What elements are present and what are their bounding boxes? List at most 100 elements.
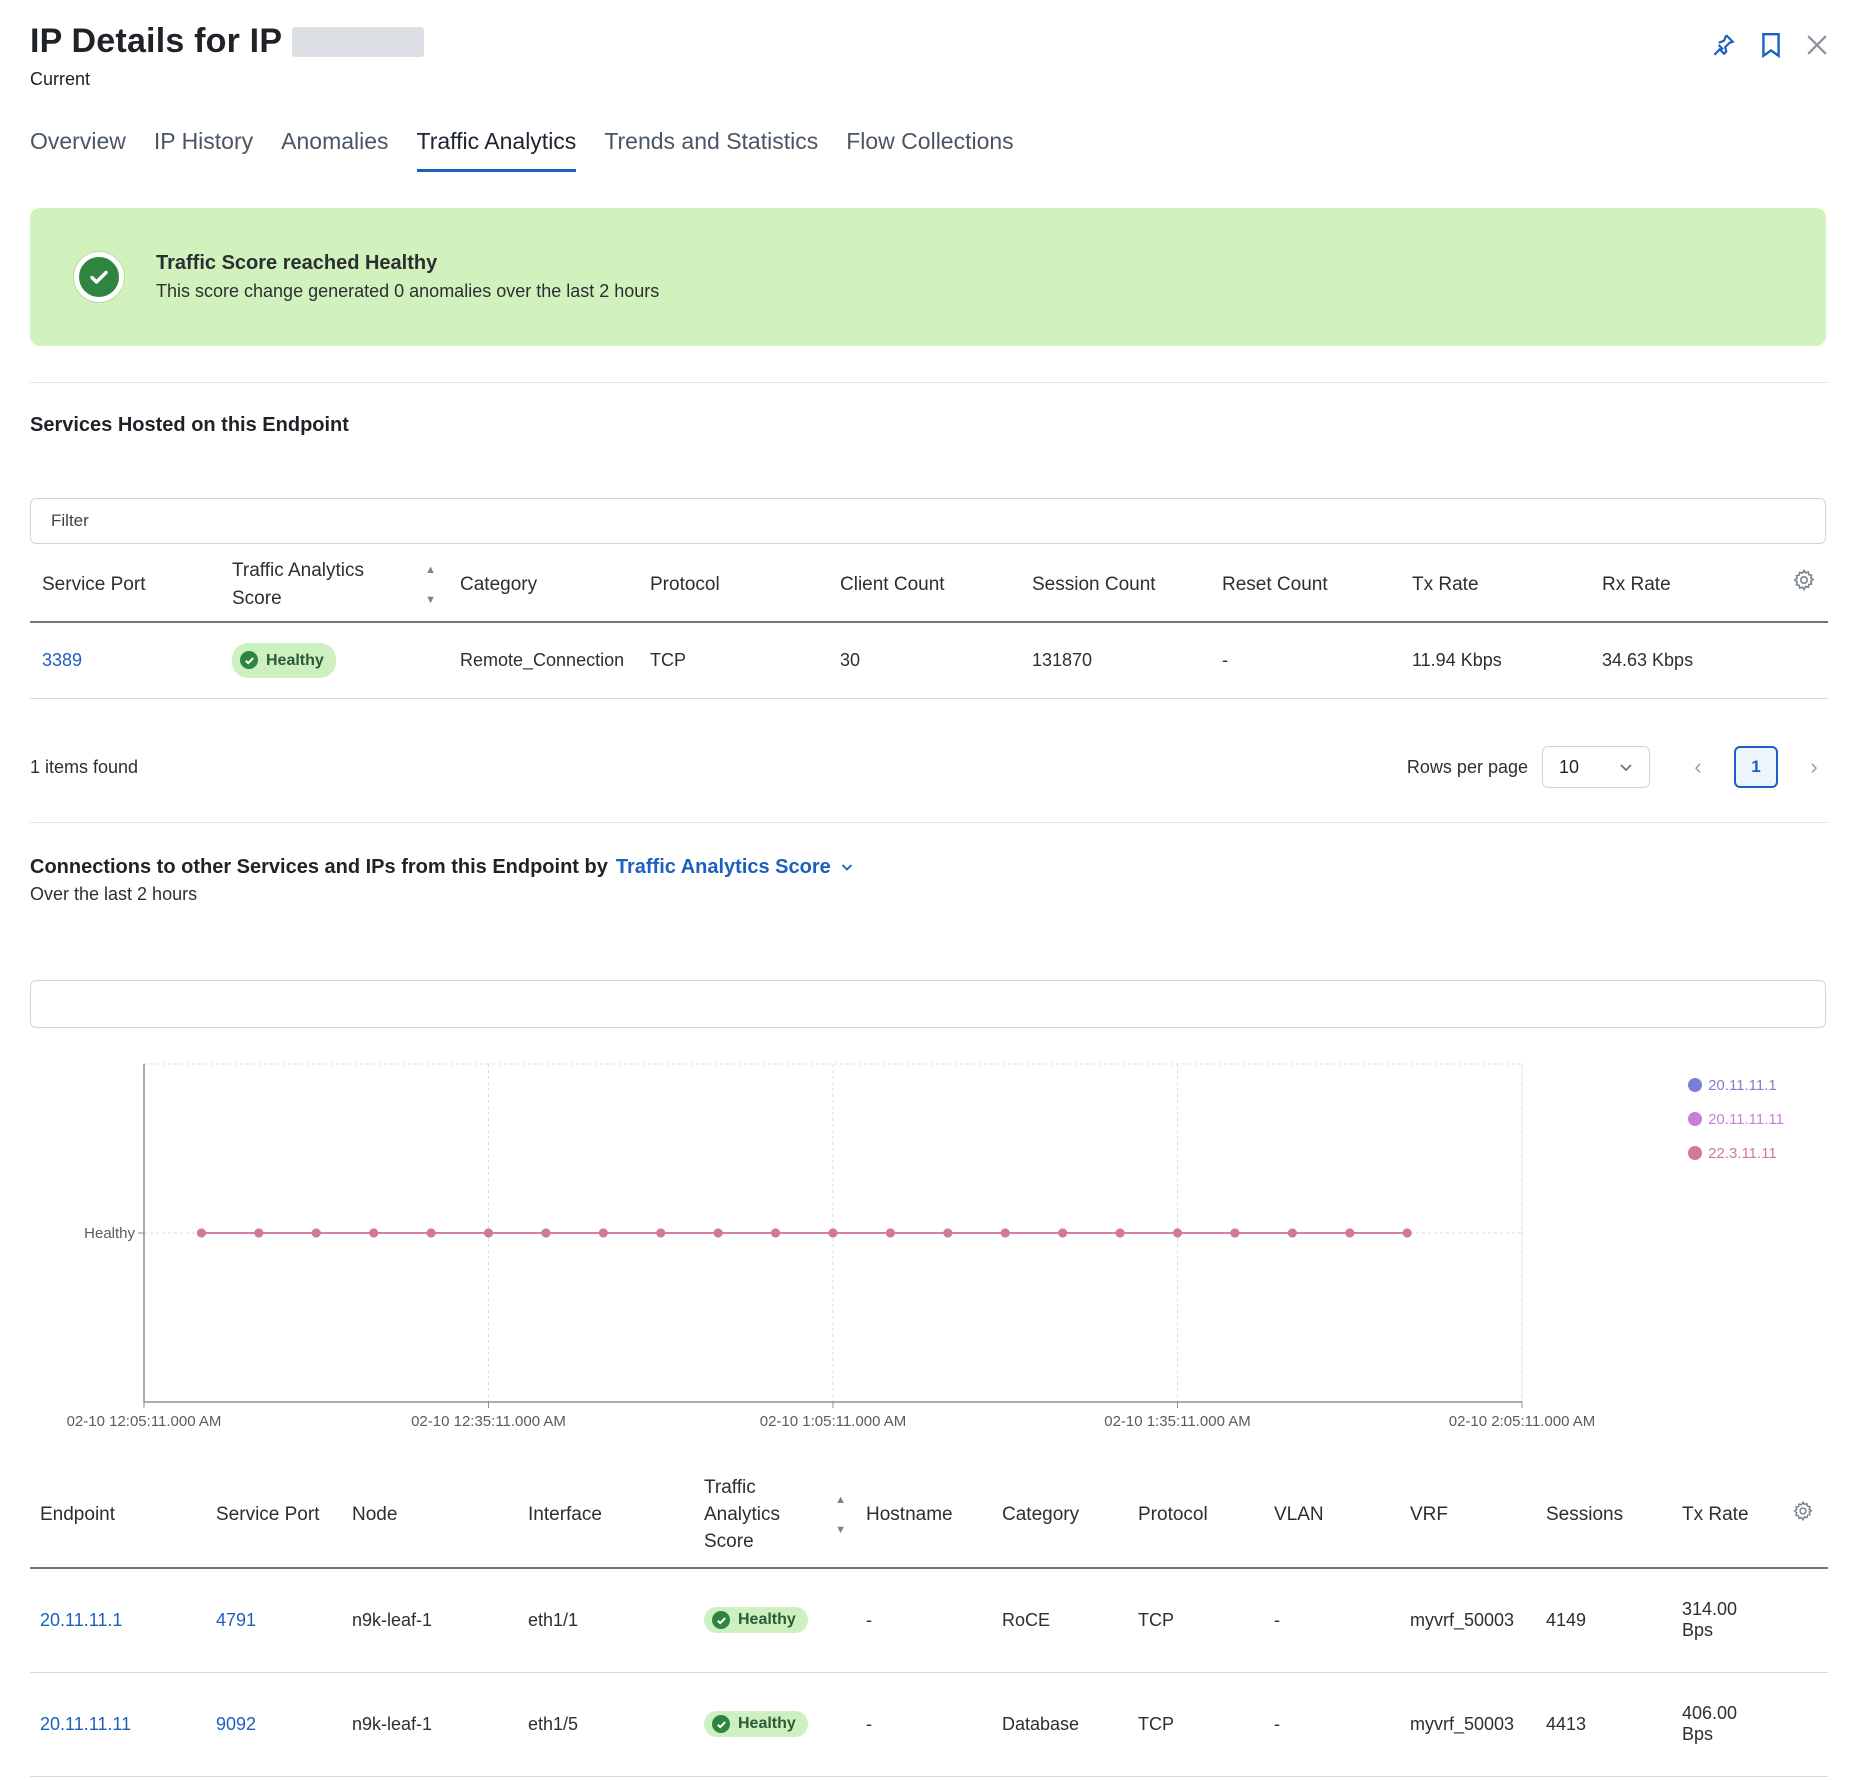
settings-cell bbox=[1782, 1462, 1828, 1569]
col-traffic-analytics-score[interactable]: Traffic Analytics Score ▲ ▼ bbox=[220, 548, 448, 623]
col-endpoint[interactable]: Endpoint bbox=[30, 1462, 206, 1569]
x-tick-label: 02-10 2:05:11.000 AM bbox=[1449, 1413, 1596, 1430]
data-point bbox=[369, 1228, 379, 1238]
tab-overview[interactable]: Overview bbox=[30, 128, 126, 154]
data-point bbox=[713, 1228, 723, 1238]
services-filter-input[interactable]: Filter bbox=[30, 498, 1826, 544]
legend-label: 22.3.11.11 bbox=[1708, 1144, 1777, 1162]
data-point bbox=[541, 1228, 551, 1238]
metric-dropdown[interactable]: Traffic Analytics Score bbox=[616, 856, 853, 879]
next-page-icon[interactable]: › bbox=[1810, 754, 1818, 779]
close-icon[interactable] bbox=[1806, 34, 1828, 56]
data-point bbox=[1230, 1228, 1240, 1238]
bookmark-icon[interactable] bbox=[1760, 32, 1782, 58]
node-cell: n9k-leaf-1 bbox=[342, 1672, 518, 1777]
col-traffic-analytics-score[interactable]: Traffic Analytics Score ▲ ▼ bbox=[694, 1462, 856, 1569]
col-service-port[interactable]: Service Port bbox=[30, 548, 220, 623]
gear-icon[interactable] bbox=[1792, 568, 1816, 601]
connections-table: Endpoint Service Port Node Interface Tra… bbox=[30, 1462, 1828, 1777]
data-point bbox=[196, 1228, 206, 1238]
check-circle-icon bbox=[712, 1715, 730, 1733]
node-cell: n9k-leaf-1 bbox=[342, 1568, 518, 1673]
check-circle-icon bbox=[74, 252, 124, 302]
reset-count-cell: - bbox=[1210, 622, 1400, 699]
divider bbox=[30, 822, 1828, 823]
table-row: 20.11.11.11 9092 n9k-leaf-1 eth1/5 Healt… bbox=[30, 1672, 1828, 1777]
rows-per-page-select[interactable]: 10 bbox=[1542, 746, 1650, 788]
page-title: IP Details for IP bbox=[30, 22, 425, 61]
y-tick-label: Healthy bbox=[84, 1225, 135, 1242]
col-protocol[interactable]: Protocol bbox=[1128, 1462, 1264, 1569]
col-category[interactable]: Category bbox=[448, 548, 638, 623]
col-interface[interactable]: Interface bbox=[518, 1462, 694, 1569]
col-reset-count[interactable]: Reset Count bbox=[1210, 548, 1400, 623]
col-service-port[interactable]: Service Port bbox=[206, 1462, 342, 1569]
x-tick-label: 02-10 12:05:11.000 AM bbox=[67, 1413, 222, 1430]
col-vrf[interactable]: VRF bbox=[1400, 1462, 1536, 1569]
table-row: 20.11.11.1 4791 n9k-leaf-1 eth1/1 Health… bbox=[30, 1568, 1828, 1673]
service-port-link[interactable]: 3389 bbox=[42, 649, 83, 670]
col-client-count[interactable]: Client Count bbox=[828, 548, 1020, 623]
settings-cell bbox=[1780, 548, 1828, 623]
col-sessions[interactable]: Sessions bbox=[1536, 1462, 1672, 1569]
prev-page-icon[interactable]: ‹ bbox=[1694, 754, 1702, 779]
protocol-cell: TCP bbox=[1128, 1568, 1264, 1673]
category-cell: Database bbox=[992, 1672, 1128, 1777]
vrf-cell: myvrf_50003 bbox=[1400, 1568, 1536, 1673]
services-table: Service Port Traffic Analytics Score ▲ ▼ … bbox=[30, 548, 1828, 699]
col-session-count[interactable]: Session Count bbox=[1020, 548, 1210, 623]
connections-subtitle: Over the last 2 hours bbox=[30, 884, 198, 904]
sort-icon[interactable]: ▲ ▼ bbox=[835, 1493, 846, 1536]
data-point bbox=[1287, 1228, 1297, 1238]
interface-cell: eth1/1 bbox=[518, 1568, 694, 1673]
tab-traffic-analytics[interactable]: Traffic Analytics bbox=[416, 128, 577, 172]
legend-label: 20.11.11.1 bbox=[1708, 1076, 1777, 1094]
chart-legend: 20.11.11.1 20.11.11.11 22.3.11.11 bbox=[1688, 1068, 1784, 1170]
data-point bbox=[598, 1228, 608, 1238]
vrf-cell: myvrf_50003 bbox=[1400, 1672, 1536, 1777]
x-tick-label: 02-10 1:05:11.000 AM bbox=[760, 1413, 907, 1430]
connections-filter-input[interactable] bbox=[30, 980, 1826, 1028]
gear-icon[interactable] bbox=[1792, 1500, 1814, 1530]
sort-icon[interactable]: ▲ ▼ bbox=[425, 563, 436, 606]
table-header-row: Service Port Traffic Analytics Score ▲ ▼ … bbox=[30, 548, 1828, 623]
banner-title: Traffic Score reached Healthy bbox=[156, 252, 438, 274]
endpoint-link[interactable]: 20.11.11.11 bbox=[40, 1713, 132, 1734]
col-hostname[interactable]: Hostname bbox=[856, 1462, 992, 1569]
legend-item[interactable]: 20.11.11.11 bbox=[1688, 1102, 1784, 1136]
data-point bbox=[771, 1228, 781, 1238]
services-title: Services Hosted on this Endpoint bbox=[30, 414, 349, 436]
protocol-cell: TCP bbox=[1128, 1672, 1264, 1777]
hostname-cell: - bbox=[856, 1568, 992, 1673]
tab-trends-and-statistics[interactable]: Trends and Statistics bbox=[604, 128, 819, 154]
tx-rate-cell: 11.94 Kbps bbox=[1400, 622, 1590, 699]
pin-icon[interactable] bbox=[1710, 32, 1736, 58]
col-protocol[interactable]: Protocol bbox=[638, 548, 828, 623]
legend-swatch bbox=[1688, 1078, 1703, 1092]
legend-swatch bbox=[1688, 1146, 1703, 1160]
legend-item[interactable]: 20.11.11.1 bbox=[1688, 1068, 1784, 1102]
service-port-link[interactable]: 4791 bbox=[216, 1609, 257, 1630]
data-point bbox=[656, 1228, 666, 1238]
data-point bbox=[828, 1228, 838, 1238]
chevron-down-icon bbox=[841, 864, 852, 871]
col-node[interactable]: Node bbox=[342, 1462, 518, 1569]
status-badge: Healthy bbox=[232, 642, 336, 678]
page-subtitle: Current bbox=[30, 69, 91, 89]
endpoint-link[interactable]: 20.11.11.1 bbox=[40, 1609, 123, 1630]
col-vlan[interactable]: VLAN bbox=[1264, 1462, 1400, 1569]
service-port-link[interactable]: 9092 bbox=[216, 1713, 257, 1734]
col-rx-rate[interactable]: Rx Rate bbox=[1590, 548, 1780, 623]
col-tx-rate[interactable]: Tx Rate bbox=[1672, 1462, 1782, 1569]
table-row: 3389 Healthy Remote_Connection TCP 30 13… bbox=[30, 622, 1828, 699]
data-point bbox=[426, 1228, 436, 1238]
col-tx-rate[interactable]: Tx Rate bbox=[1400, 548, 1590, 623]
tab-flow-collections[interactable]: Flow Collections bbox=[846, 128, 1014, 154]
legend-item[interactable]: 22.3.11.11 bbox=[1688, 1136, 1784, 1170]
tab-ip-history[interactable]: IP History bbox=[153, 128, 254, 154]
col-category[interactable]: Category bbox=[992, 1462, 1128, 1569]
chevron-down-icon bbox=[1619, 757, 1633, 778]
tab-anomalies[interactable]: Anomalies bbox=[281, 128, 389, 154]
status-label: Healthy bbox=[738, 1715, 796, 1732]
page-button[interactable]: 1 bbox=[1734, 746, 1778, 788]
